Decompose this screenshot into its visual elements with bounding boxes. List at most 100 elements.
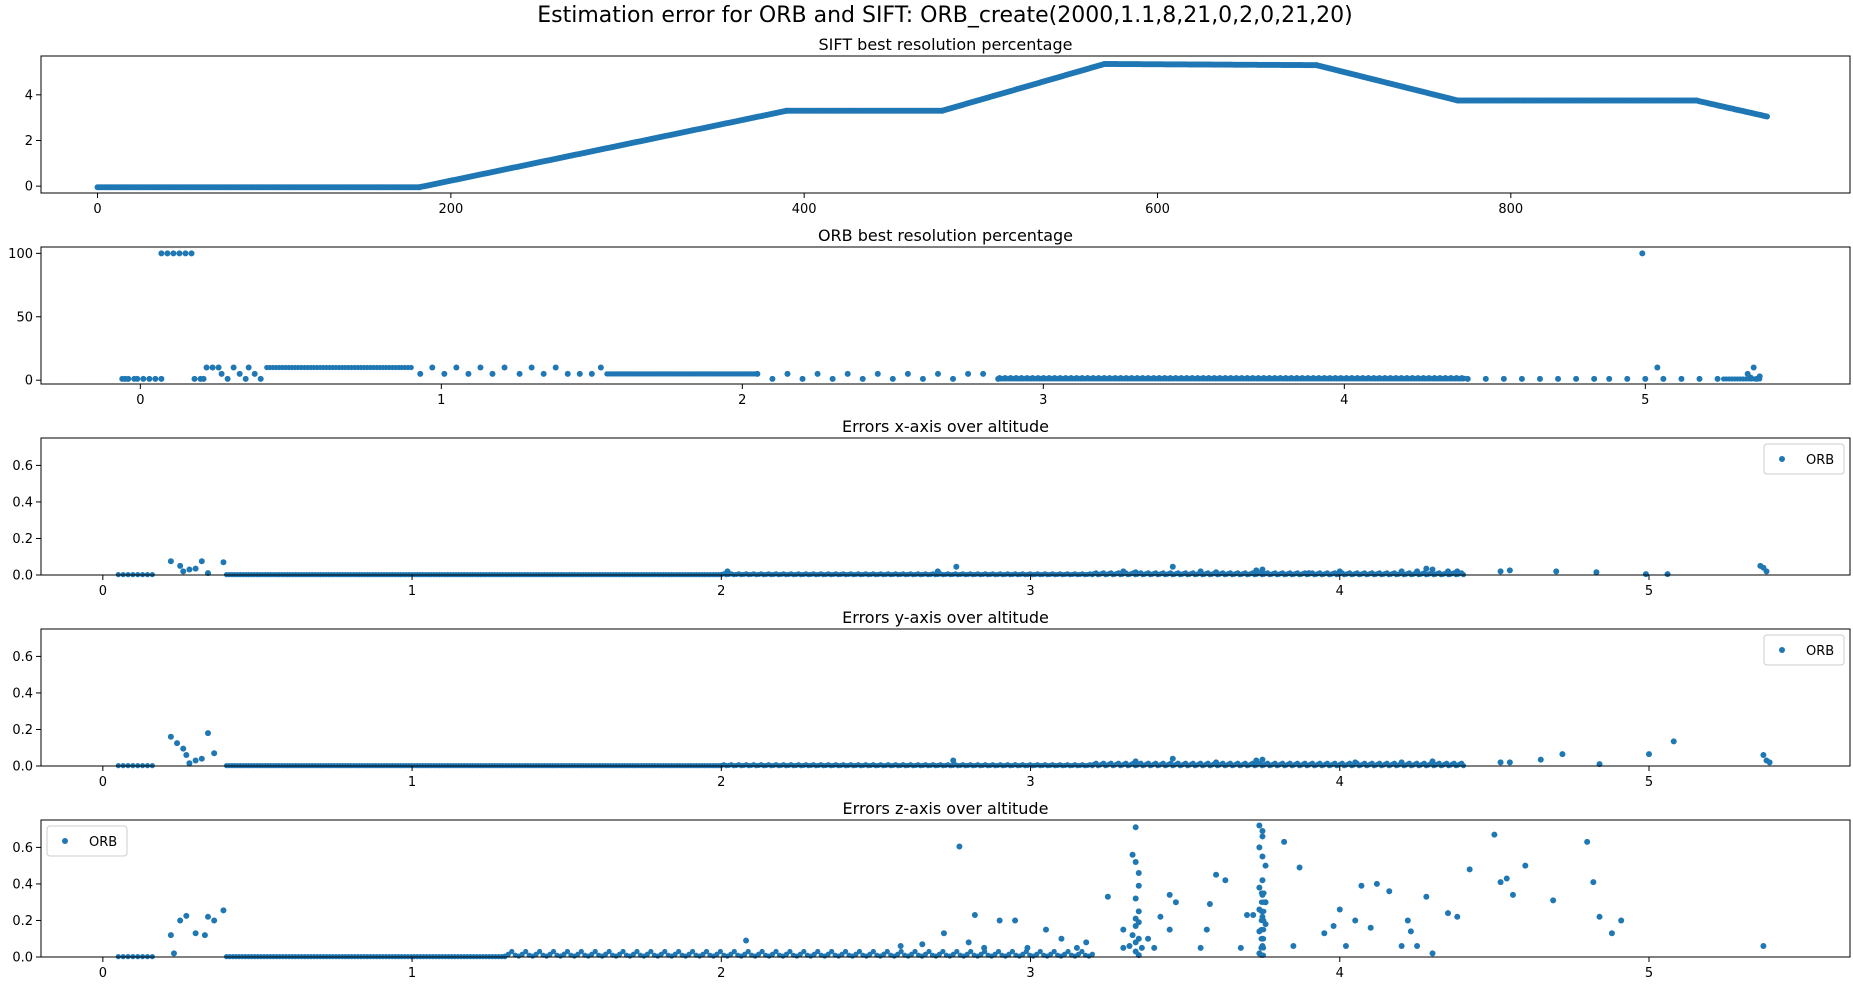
legend: ORB [46,825,128,857]
legend-box [1763,634,1845,666]
data-point [731,948,737,955]
data-point [1172,899,1179,906]
data-point [1237,944,1244,951]
data-point [874,370,881,377]
data-point [1553,568,1560,575]
data-point [889,375,896,382]
data-point [965,939,972,946]
data-point [853,951,859,957]
data-point [1034,951,1040,957]
data-point [465,370,472,377]
x-tick-label: 2 [738,393,746,408]
data-point [717,948,723,955]
data-point [1367,924,1374,931]
data-point [211,750,218,757]
x-tick-label: 0 [99,775,107,790]
subplot-title: Errors z-axis over altitude [843,799,1049,818]
data-point [1023,948,1029,955]
data-point [1642,571,1649,578]
data-point [236,370,243,377]
data-point [1051,948,1057,955]
data-point [167,932,174,939]
axes-frame [40,628,1851,767]
data-point [672,951,678,957]
data-point [220,559,227,566]
data-point [174,740,181,747]
y-tick-label: 4 [25,88,33,103]
data-point [192,757,199,764]
x-tick-label: 1 [408,584,416,599]
data-point [417,370,424,377]
data-point [1596,913,1603,920]
x-tick-label: 5 [1645,966,1653,981]
data-point [1151,944,1158,951]
data-point [1135,908,1142,915]
data-point [1083,939,1090,946]
data-points [115,558,1770,578]
data-point [1509,891,1516,898]
data-point [769,375,776,382]
data-point [1590,879,1597,886]
data-point [1606,375,1613,382]
data-point [968,948,974,955]
x-tick-label: 4 [1336,584,1344,599]
data-point [1250,911,1257,918]
data-point [519,951,525,957]
data-point [182,250,189,257]
data-point [1009,948,1016,955]
data-point [1157,913,1164,920]
x-tick-label: 2 [717,775,725,790]
data-point [597,364,604,371]
data-point [1766,759,1773,766]
data-point [1466,866,1473,873]
data-point [950,375,957,382]
data-point [1169,755,1176,762]
data-point [1259,877,1266,884]
data-point [1414,943,1421,950]
data-point [1678,375,1685,382]
data-point [1061,951,1068,957]
y-tick-label: 0 [25,180,33,195]
data-point [1259,853,1266,860]
legend-box [1763,443,1845,475]
data-point [909,951,915,957]
data-point [1522,862,1529,869]
legend: ORB [1763,634,1845,666]
data-point [589,951,595,957]
data-point [1559,751,1566,758]
data-point [728,951,734,957]
data-point [588,370,595,377]
data-point [1506,567,1513,574]
y-tick-label: 0.4 [12,495,33,510]
data-point [829,375,836,382]
x-tick-label: 0 [99,584,107,599]
data-point [662,948,668,955]
data-point [940,930,947,937]
data-point [842,948,849,955]
data-point [203,364,210,371]
data-point [1714,375,1721,382]
axes-frame [40,437,1851,576]
data-point [1206,901,1213,908]
data-point [1423,565,1430,572]
data-point [895,951,901,957]
x-tick-label: 1 [408,966,416,981]
x-tick-label: 5 [1645,775,1653,790]
data-point [164,250,171,257]
data-point [1407,928,1414,935]
data-point [1132,859,1139,866]
data-point [634,948,640,955]
data-point [245,364,252,371]
data-point [1550,897,1557,904]
data-point [1321,930,1328,937]
data-point [1222,877,1229,884]
data-point [936,951,943,957]
data-point [429,364,436,371]
data-point [224,375,231,382]
data-point [950,951,956,957]
data-point [1454,913,1461,920]
x-tick-label: 3 [1026,584,1034,599]
data-point [552,364,559,371]
data-point [220,907,227,914]
data-point [759,948,765,955]
